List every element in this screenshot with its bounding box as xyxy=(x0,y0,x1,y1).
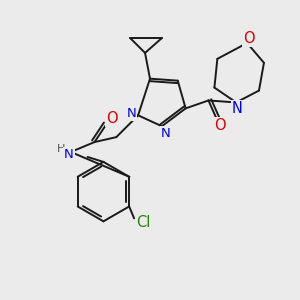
Text: O: O xyxy=(214,118,226,133)
Text: O: O xyxy=(243,31,255,46)
Text: H: H xyxy=(57,144,65,154)
Text: N: N xyxy=(64,148,74,161)
Text: N: N xyxy=(161,127,171,140)
Text: O: O xyxy=(106,111,118,126)
Text: N: N xyxy=(232,101,243,116)
Text: N: N xyxy=(126,107,136,120)
Text: Cl: Cl xyxy=(136,215,150,230)
